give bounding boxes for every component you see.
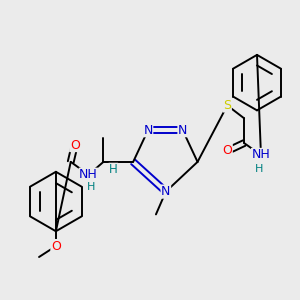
Text: S: S (223, 99, 231, 112)
Text: O: O (70, 139, 80, 152)
Text: NH: NH (252, 148, 270, 161)
Text: N: N (178, 124, 188, 137)
Text: NH: NH (79, 168, 98, 181)
Text: O: O (51, 240, 61, 253)
Text: N: N (161, 185, 170, 198)
Text: O: O (222, 145, 232, 158)
Text: H: H (109, 163, 118, 176)
Text: N: N (143, 124, 153, 137)
Text: H: H (255, 164, 263, 174)
Text: H: H (87, 182, 96, 192)
